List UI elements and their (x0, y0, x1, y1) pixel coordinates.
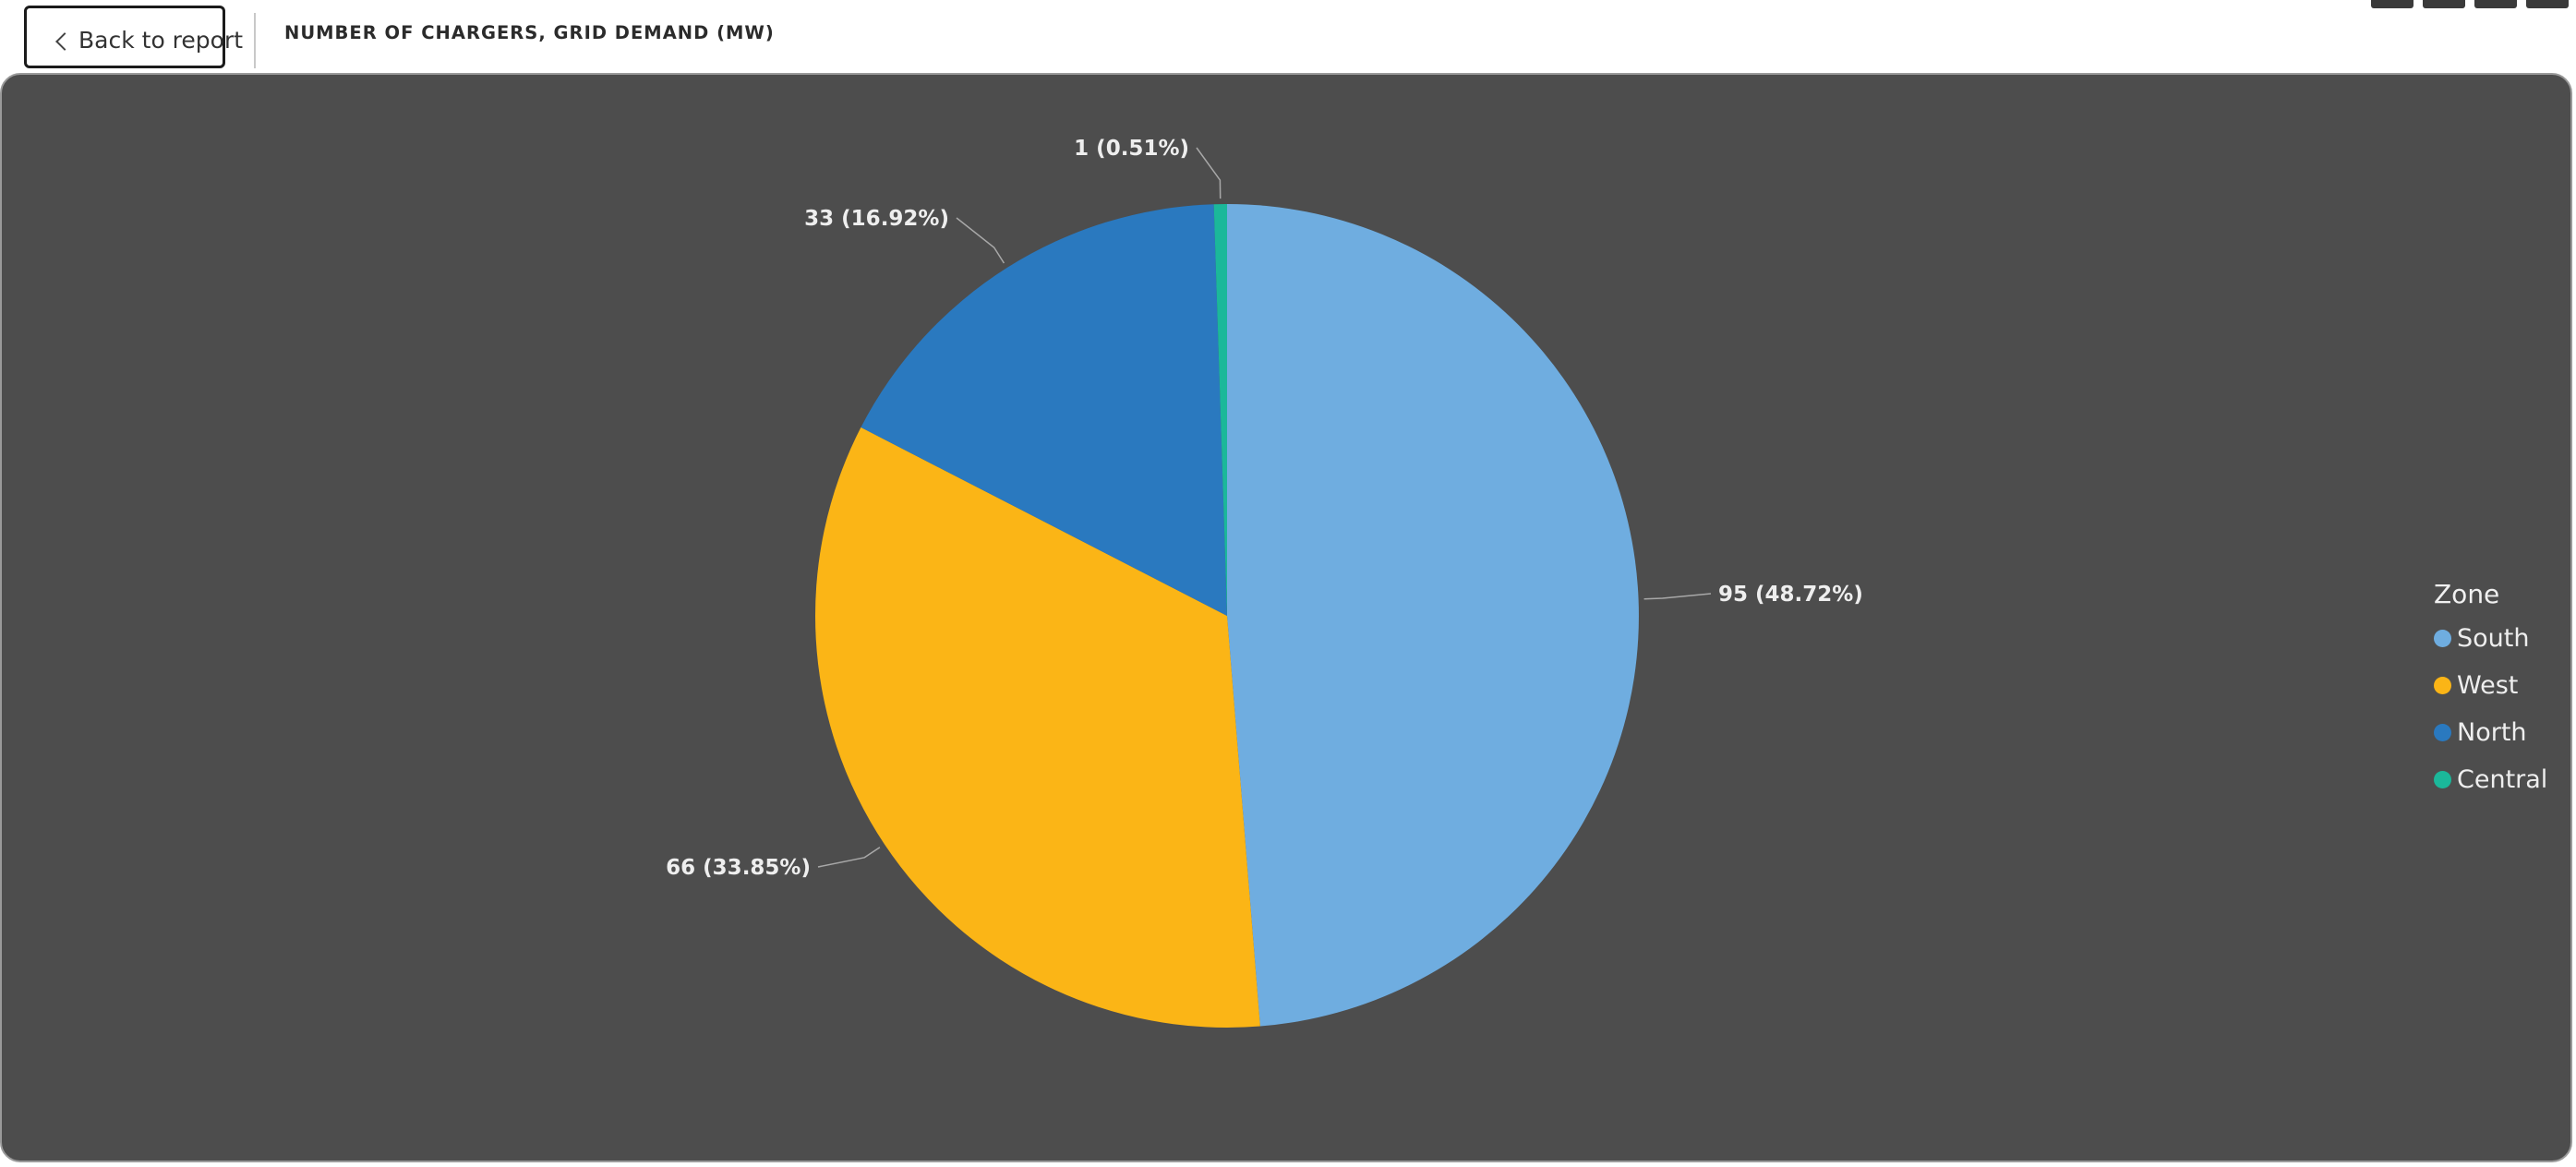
data-label-south: 95 (48.72%) (1718, 583, 1863, 607)
chart-legend: Zone South West North Central (2434, 579, 2547, 803)
legend-label: North (2457, 718, 2527, 747)
pie-slice-south[interactable] (1227, 204, 1639, 1027)
pie-slice-north[interactable] (861, 204, 1227, 617)
legend-item-central[interactable]: Central (2434, 756, 2547, 803)
legend-item-south[interactable]: South (2434, 615, 2547, 662)
legend-marker (2434, 771, 2451, 788)
back-to-report-button[interactable]: Back to report (24, 6, 243, 68)
pie-chart: 95 (48.72%) 66 (33.85%) 33 (16.92%) 1 (0.51… (666, 137, 1863, 1028)
legend-label: Central (2457, 765, 2548, 794)
leader-line-central (1196, 147, 1222, 199)
legend-marker (2434, 724, 2451, 741)
leader-line-west (817, 847, 881, 868)
header-divider (254, 13, 256, 68)
data-label-west: 66 (33.85%) (666, 856, 811, 880)
chevron-left-icon (55, 32, 74, 51)
toolbar-button-2[interactable] (2423, 0, 2465, 8)
legend-item-west[interactable]: West (2434, 662, 2547, 709)
toolbar-button-3[interactable] (2474, 0, 2517, 8)
legend-title: Zone (2434, 579, 2500, 609)
pie-slice-west[interactable] (815, 427, 1260, 1028)
legend-marker (2434, 677, 2451, 694)
leader-line-south (1643, 593, 1712, 600)
toolbar-button-1[interactable] (2371, 0, 2413, 8)
data-label-north: 33 (16.92%) (804, 207, 949, 231)
page-title: NUMBER OF CHARGERS, GRID DEMAND (MW) (284, 22, 775, 43)
legend-item-north[interactable]: North (2434, 709, 2547, 756)
visual-panel: 95 (48.72%) 66 (33.85%) 33 (16.92%) 1 (0.51… (0, 73, 2572, 1162)
pie-slice-central[interactable] (1213, 204, 1227, 616)
top-bar: Back to report NUMBER OF CHARGERS, GRID … (0, 0, 2576, 74)
legend-label: South (2457, 624, 2530, 653)
legend-label: West (2457, 671, 2519, 700)
leader-line-north (956, 217, 1005, 264)
data-label-central: 1 (0.51%) (1074, 137, 1189, 161)
legend-marker (2434, 630, 2451, 647)
toolbar-button-4[interactable] (2526, 0, 2569, 8)
back-button-label: Back to report (78, 27, 244, 54)
